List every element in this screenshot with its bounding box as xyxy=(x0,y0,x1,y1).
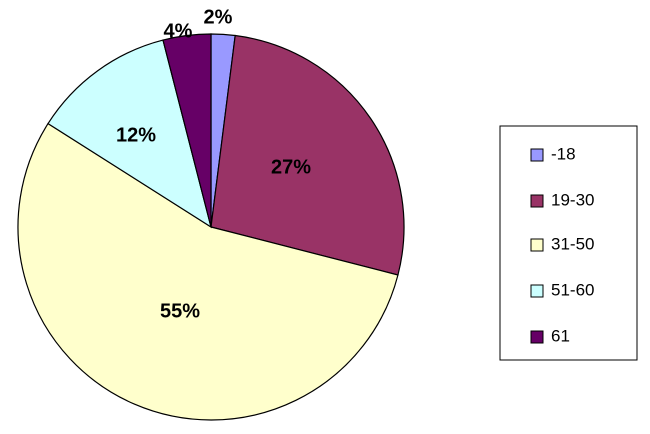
data-label--18: 2% xyxy=(204,6,233,28)
legend-label-61: 61 xyxy=(551,326,570,345)
legend-swatch-61 xyxy=(530,330,544,344)
legend-item-19-30: 19-30 xyxy=(530,190,594,209)
legend-items: -18 19-30 31-50 51-60 61 xyxy=(530,144,594,345)
legend-item-61: 61 xyxy=(530,326,570,345)
data-label-31-50: 55% xyxy=(160,300,200,322)
legend-item--18: -18 xyxy=(530,144,576,163)
pie-slice-31-50 xyxy=(17,122,399,421)
data-label-19-30: 27% xyxy=(271,156,311,178)
legend-swatch-19-30 xyxy=(530,194,544,208)
pie-slices xyxy=(17,33,405,421)
legend-swatch-31-50 xyxy=(530,238,544,252)
pie-data-labels: 2% 27% 55% 12% 4% xyxy=(116,6,311,322)
data-label-61: 4% xyxy=(164,20,193,42)
legend: -18 19-30 31-50 51-60 61 xyxy=(499,125,638,361)
legend-item-51-60: 51-60 xyxy=(530,280,594,299)
legend-label-19-30: 19-30 xyxy=(551,190,594,209)
pie-slice-51-60 xyxy=(47,39,212,229)
data-label-51-60: 12% xyxy=(116,124,156,146)
legend-swatch--18 xyxy=(530,148,544,162)
legend-swatch-51-60 xyxy=(530,284,544,298)
legend-box xyxy=(499,125,638,361)
legend-label--18: -18 xyxy=(551,144,576,163)
legend-label-31-50: 31-50 xyxy=(551,234,594,253)
legend-label-51-60: 51-60 xyxy=(551,280,594,299)
legend-item-31-50: 31-50 xyxy=(530,234,594,253)
pie-slice-61 xyxy=(162,33,212,228)
pie-slice-19-30 xyxy=(210,34,405,276)
